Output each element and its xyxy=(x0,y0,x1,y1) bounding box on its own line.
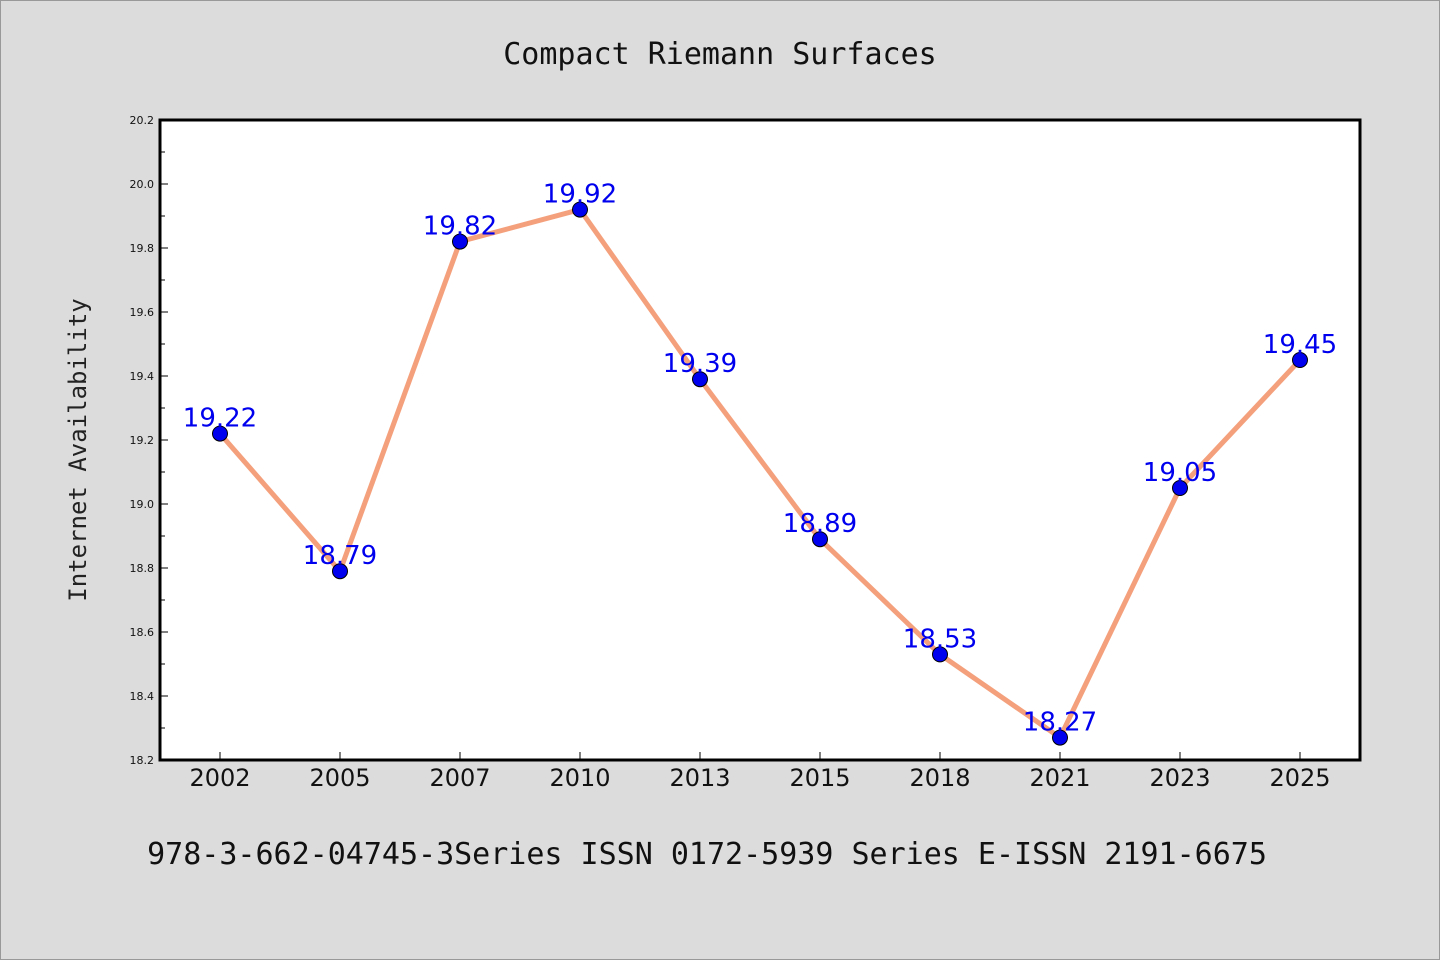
y-tick-label: 19.0 xyxy=(130,498,155,511)
data-point xyxy=(812,531,828,548)
data-label: 19.05 xyxy=(1143,458,1217,488)
data-label: 19.82 xyxy=(423,212,497,242)
data-point xyxy=(1172,480,1188,496)
y-tick-label: 18.2 xyxy=(130,754,155,767)
series-layer xyxy=(212,201,1308,746)
data-point xyxy=(572,201,588,218)
y-tick-label: 19.4 xyxy=(130,370,155,383)
data-point xyxy=(452,233,468,250)
plot-area xyxy=(158,118,1362,762)
x-tick-label: 2013 xyxy=(669,764,730,792)
x-tick-label: 2007 xyxy=(429,764,490,792)
y-tick-label: 18.8 xyxy=(130,562,155,575)
x-tick-label: 2023 xyxy=(1149,764,1210,792)
data-label: 18.89 xyxy=(783,509,857,539)
y-tick-label: 20.0 xyxy=(130,178,155,191)
data-point xyxy=(692,371,708,388)
data-point xyxy=(1052,729,1068,746)
x-tick-label: 2018 xyxy=(909,764,970,792)
data-point xyxy=(1292,352,1308,368)
y-axis: 18.2 18.4 18.6 18.8 19.0 19.2 19.4 19.6 19.8 20.0… xyxy=(130,114,168,767)
data-label: 19.45 xyxy=(1263,330,1337,360)
data-label: 19.22 xyxy=(183,404,257,434)
data-point xyxy=(932,646,948,663)
x-tick-label: 2005 xyxy=(309,764,370,792)
data-label: 18.79 xyxy=(303,541,377,571)
series-line xyxy=(217,207,1303,741)
y-tick-label: 19.6 xyxy=(130,306,155,319)
x-tick-label: 2025 xyxy=(1269,764,1330,792)
chart-title: Compact Riemann Surfaces xyxy=(503,37,936,72)
x-tick-label: 2015 xyxy=(789,764,850,792)
x-tick-label: 2010 xyxy=(549,764,610,792)
y-tick-label: 20.2 xyxy=(130,114,155,127)
x-axis: 2002 2005 2007 2010 2013 2015 2018 2021 2023 2025 xyxy=(189,752,1331,792)
y-tick-label: 19.8 xyxy=(130,242,155,255)
x-tick-label: 2021 xyxy=(1029,764,1090,792)
data-label: 18.27 xyxy=(1023,708,1097,738)
data-labels: 19.22 18.79 19.82 19.92 19.39 18.89 18.53 18.27… xyxy=(183,180,1337,738)
y-tick-label: 18.4 xyxy=(130,690,155,703)
data-label: 19.92 xyxy=(543,180,617,210)
y-tick-label: 19.2 xyxy=(130,434,155,447)
y-axis-label: Internet Availability xyxy=(64,298,92,601)
x-tick-label: 2002 xyxy=(189,764,250,792)
data-label: 18.53 xyxy=(903,624,977,654)
footer-text: 978-3-662-04745-3Series ISSN 0172-5939 S… xyxy=(147,837,1267,872)
data-point xyxy=(212,425,228,442)
data-label: 19.39 xyxy=(663,349,737,379)
data-point xyxy=(332,563,348,580)
y-tick-label: 18.6 xyxy=(130,626,155,639)
